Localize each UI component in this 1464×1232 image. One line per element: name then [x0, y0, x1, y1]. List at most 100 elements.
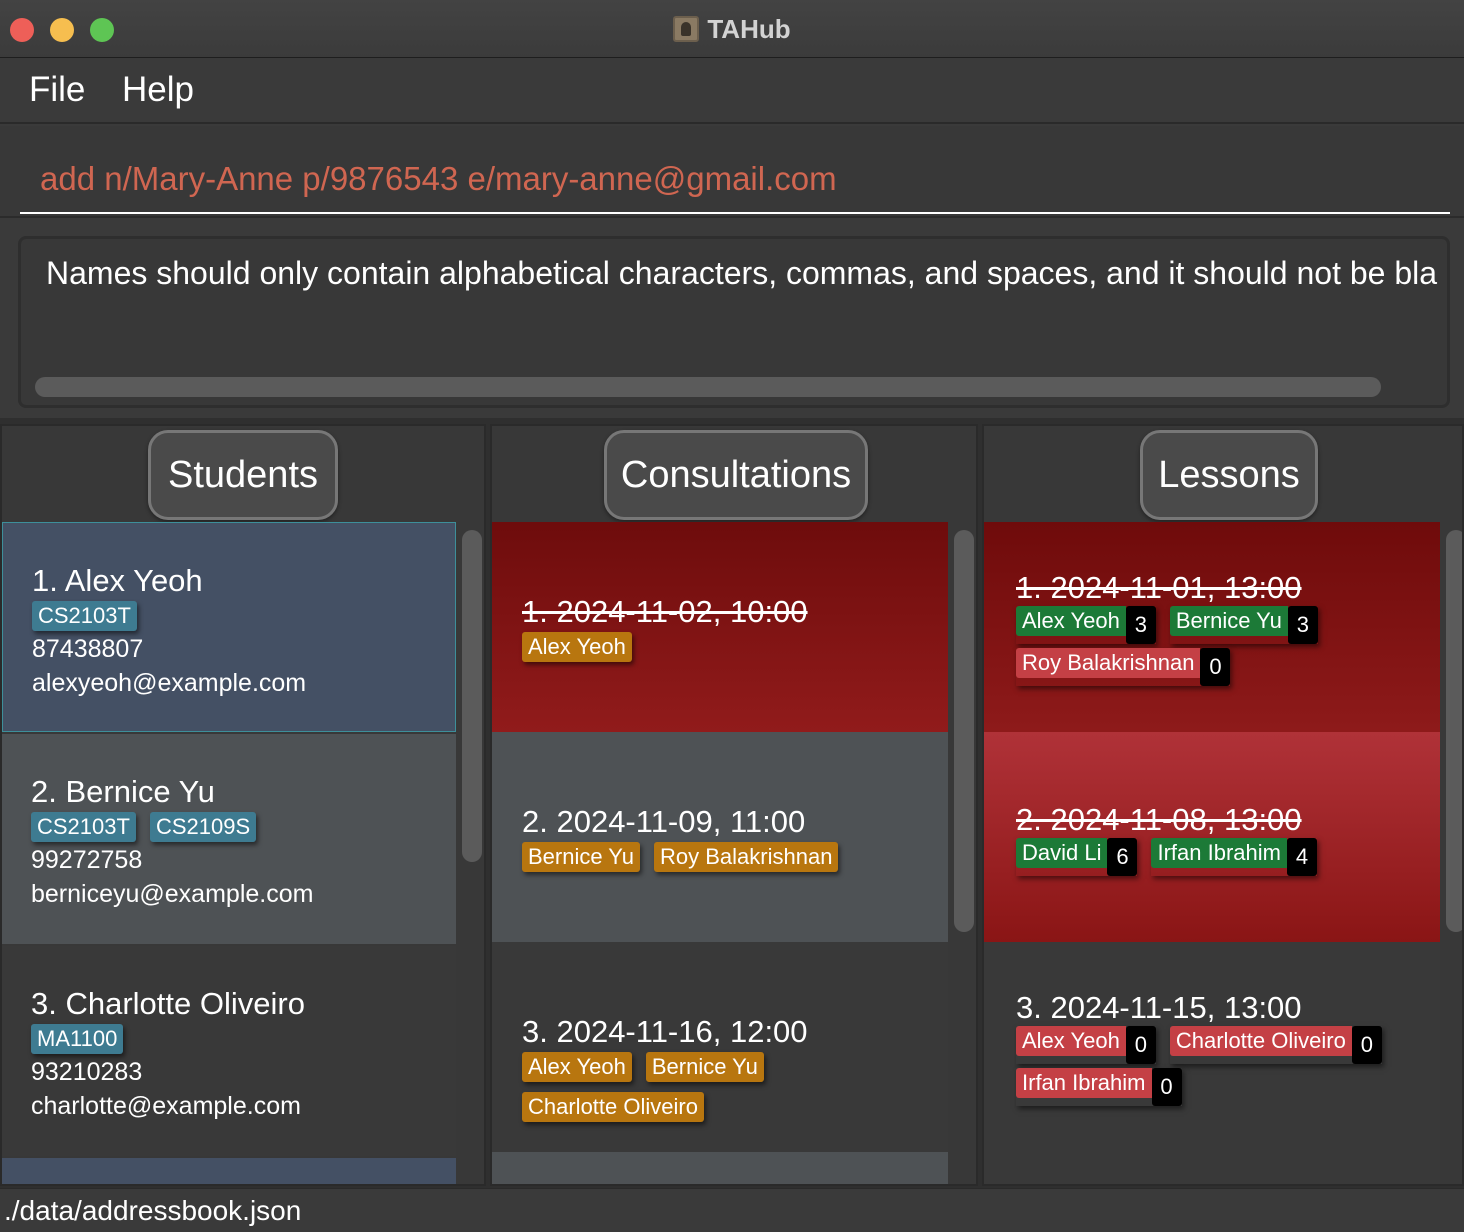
consultation-student-tag: Alex Yeoh: [522, 632, 632, 662]
consultation-student-tags: Alex Yeoh Bernice Yu Charlotte Oliveiro: [522, 1052, 922, 1122]
attendance-student-name: Roy Balakrishnan: [1016, 648, 1201, 678]
participation-count: 0: [1200, 648, 1231, 686]
consultations-scrollbar[interactable]: [954, 530, 974, 932]
consultation-student-tag: Bernice Yu: [522, 842, 641, 872]
attendance-chip[interactable]: Alex Yeoh 0: [1016, 1026, 1156, 1064]
consultations-list: 1. 2024-11-02, 10:00 Alex Yeoh 2. 2024-11-…: [492, 522, 948, 1184]
window-title: TAHub: [707, 14, 791, 44]
lessons-list: 1. 2024-11-01, 13:00 Alex Yeoh 3 Bernice Yu…: [984, 522, 1440, 1184]
status-bar: ./data/addressbook.json: [0, 1188, 1464, 1232]
consultation-student-tag: Bernice Yu: [645, 1052, 764, 1082]
consultation-card[interactable]: 1. 2024-11-02, 10:00 Alex Yeoh: [492, 522, 948, 732]
student-phone: 99272758: [31, 846, 143, 874]
attendance-student-name: Charlotte Oliveiro: [1169, 1026, 1352, 1056]
participation-count: 3: [1125, 606, 1156, 644]
student-card[interactable]: 3. Charlotte Oliveiro MA1100 93210283 charl…: [2, 946, 456, 1156]
student-card[interactable]: 2. Bernice Yu CS2103T CS2109S 99272758 berni…: [2, 734, 456, 944]
lesson-card-partial: [984, 1152, 1440, 1184]
student-card-partial: [2, 1158, 456, 1184]
consultation-card-partial: [492, 1152, 948, 1184]
student-phone: 87438807: [32, 635, 144, 663]
attendance-student-name: David Li: [1016, 838, 1108, 868]
attendance-chip[interactable]: Charlotte Oliveiro 0: [1169, 1026, 1382, 1064]
participation-count: 0: [1151, 1068, 1182, 1106]
lesson-card[interactable]: 1. 2024-11-01, 13:00 Alex Yeoh 3 Bernice Yu…: [984, 522, 1440, 732]
participation-count: 6: [1107, 838, 1138, 876]
attendance-chip[interactable]: Bernice Yu 3: [1169, 606, 1318, 644]
lessons-panel: Lessons 1. 2024-11-01, 13:00 Alex Yeoh 3 Be…: [982, 424, 1464, 1186]
consultation-card[interactable]: 2. 2024-11-09, 11:00 Bernice Yu Roy Balakr…: [492, 732, 948, 942]
consultations-panel: Consultations 1. 2024-11-02, 10:00 Alex Y…: [490, 424, 978, 1186]
consultation-student-tag: Alex Yeoh: [522, 1052, 632, 1082]
zoom-window-button[interactable]: [90, 18, 114, 42]
title-bar: TAHub: [0, 0, 1464, 58]
lesson-card[interactable]: 2. 2024-11-08, 13:00 David Li 6 Irfan Ibrah…: [984, 732, 1440, 942]
consultation-card[interactable]: 3. 2024-11-16, 12:00 Alex Yeoh Bernice Yu C…: [492, 942, 948, 1152]
module-tags: CS2103T CS2109S: [31, 812, 257, 842]
lessons-panel-header[interactable]: Lessons: [1140, 430, 1318, 520]
module-tag: CS2103T: [32, 601, 137, 631]
module-tag: CS2103T: [31, 812, 136, 842]
consultation-datetime: 3. 2024-11-16, 12:00: [522, 1014, 808, 1049]
lesson-datetime: 2. 2024-11-08, 13:00: [1016, 802, 1302, 837]
student-name: 1. Alex Yeoh: [32, 563, 203, 598]
student-email: charlotte@example.com: [31, 1092, 301, 1120]
module-tags: MA1100: [31, 1024, 124, 1054]
student-email: berniceyu@example.com: [31, 880, 314, 908]
attendance-chip[interactable]: Alex Yeoh 3: [1016, 606, 1156, 644]
menu-bar: File Help: [0, 58, 1464, 124]
attendance-student-name: Irfan Ibrahim: [1016, 1068, 1152, 1098]
lessons-scrollbar[interactable]: [1446, 530, 1462, 932]
attendance-chip[interactable]: Irfan Ibrahim 0: [1016, 1068, 1182, 1106]
consultation-student-tag: Charlotte Oliveiro: [522, 1092, 704, 1122]
attendance-chip[interactable]: David Li 6: [1016, 838, 1138, 876]
consultation-student-tags: Bernice Yu Roy Balakrishnan: [522, 842, 922, 872]
attendance-student-name: Alex Yeoh: [1016, 606, 1126, 636]
participation-count: 0: [1351, 1026, 1382, 1064]
attendance-student-name: Alex Yeoh: [1016, 1026, 1126, 1056]
student-name: 2. Bernice Yu: [31, 774, 215, 809]
students-scrollbar[interactable]: [462, 530, 482, 862]
attendance-chip[interactable]: Irfan Ibrahim 4: [1151, 838, 1317, 876]
consultations-panel-header[interactable]: Consultations: [604, 430, 868, 520]
command-input[interactable]: [20, 146, 1450, 214]
participation-count: 3: [1287, 606, 1318, 644]
lesson-card[interactable]: 3. 2024-11-15, 13:00 Alex Yeoh 0 Charlotte …: [984, 942, 1440, 1152]
students-panel-header[interactable]: Students: [148, 430, 338, 520]
minimize-window-button[interactable]: [50, 18, 74, 42]
student-phone: 93210283: [31, 1058, 143, 1086]
menu-file[interactable]: File: [29, 70, 86, 109]
student-card[interactable]: 1. Alex Yeoh CS2103T 87438807 alexyeoh@exam…: [2, 522, 456, 732]
consultation-student-tags: Alex Yeoh: [522, 632, 922, 662]
consultation-datetime: 1. 2024-11-02, 10:00: [522, 594, 808, 629]
attendance-student-name: Irfan Ibrahim: [1151, 838, 1287, 868]
lesson-attendance-tags: David Li 6 Irfan Ibrahim 4: [1016, 838, 1436, 876]
attendance-student-name: Bernice Yu: [1169, 606, 1288, 636]
module-tag: CS2109S: [149, 812, 257, 842]
students-panel: Students 1. Alex Yeoh CS2103T 87438807 alex…: [0, 424, 486, 1186]
command-box: [0, 126, 1464, 218]
attendance-chip[interactable]: Roy Balakrishnan 0: [1016, 648, 1231, 686]
module-tag: MA1100: [31, 1024, 124, 1054]
module-tags: CS2103T: [32, 601, 137, 631]
address-book-icon: [673, 16, 700, 42]
menu-help[interactable]: Help: [122, 70, 194, 109]
student-name: 3. Charlotte Oliveiro: [31, 986, 305, 1021]
students-list: 1. Alex Yeoh CS2103T 87438807 alexyeoh@exam…: [2, 522, 456, 1184]
participation-count: 0: [1125, 1026, 1156, 1064]
student-email: alexyeoh@example.com: [32, 669, 307, 697]
consultation-datetime: 2. 2024-11-09, 11:00: [522, 804, 806, 839]
consultation-student-tag: Roy Balakrishnan: [654, 842, 839, 872]
participation-count: 4: [1286, 838, 1317, 876]
lesson-attendance-tags: Alex Yeoh 3 Bernice Yu 3 Roy Balakrishnan 0: [1016, 606, 1436, 686]
close-window-button[interactable]: [10, 18, 34, 42]
result-horizontal-scrollbar[interactable]: [35, 377, 1381, 397]
window-title-wrap: TAHub: [0, 14, 1464, 45]
result-text: Names should only contain alphabetical c…: [46, 255, 1438, 291]
lesson-attendance-tags: Alex Yeoh 0 Charlotte Oliveiro 0 Irfan Ibrah…: [1016, 1026, 1436, 1106]
result-display: Names should only contain alphabetical c…: [18, 236, 1450, 408]
save-location-path: ./data/addressbook.json: [4, 1195, 302, 1226]
lesson-datetime: 3. 2024-11-15, 13:00: [1016, 990, 1302, 1025]
lesson-datetime: 1. 2024-11-01, 13:00: [1016, 570, 1302, 605]
